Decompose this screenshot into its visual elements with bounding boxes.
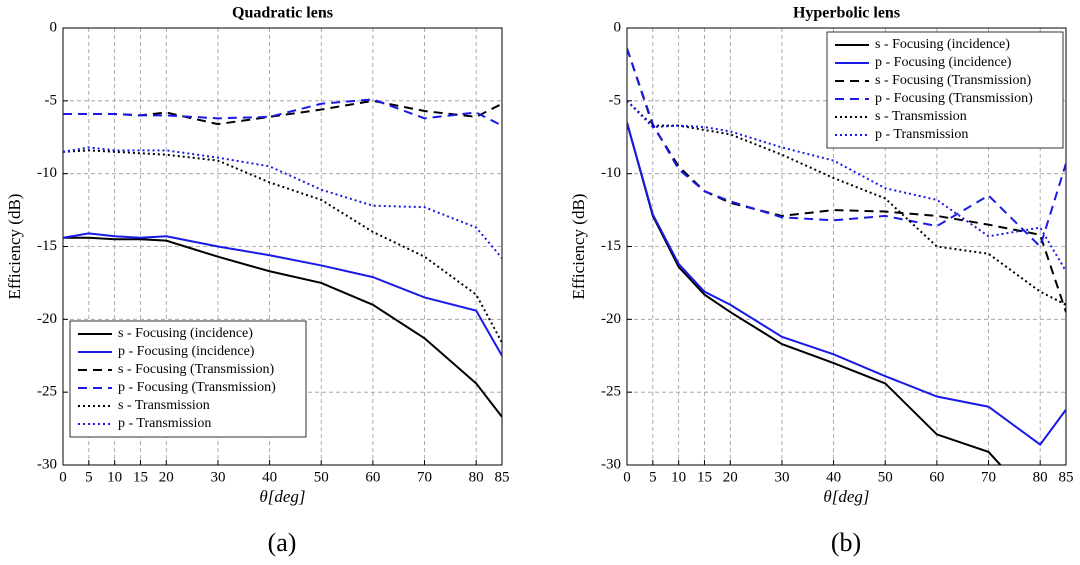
x-tick-label: 85 (1059, 469, 1074, 485)
y-tick-label: -20 (601, 311, 621, 327)
series-line (627, 100, 1066, 272)
y-tick-label: -10 (37, 165, 57, 181)
x-tick-label: 15 (697, 469, 712, 485)
series-line (627, 48, 1066, 249)
y-tick-label: -15 (37, 238, 57, 254)
chart: Quadratic lens θ[deg] Efficiency (dB) (a) 0 5… (5, 5, 510, 557)
series-line (627, 48, 1066, 313)
series-line (627, 122, 1066, 447)
y-tick-label: 0 (614, 19, 622, 35)
legend: s - Focusing (incidence) p - Focusing (in… (69, 320, 307, 438)
x-tick-label: 70 (417, 469, 432, 485)
series-line (627, 100, 1066, 306)
series-line (63, 146, 502, 259)
legend-label: p - Focusing (Transmission) (118, 380, 276, 395)
chart-title: Hyperbolic lens (793, 5, 900, 22)
y-tick-label: -30 (37, 456, 57, 472)
legend-label: p - Transmission (118, 416, 211, 431)
legend: s - Focusing (incidence) p - Focusing (in… (826, 31, 1064, 149)
series-line (63, 236, 502, 418)
x-axis-label: θ[deg] (823, 487, 869, 506)
legend-label: p - Focusing (Transmission) (875, 91, 1033, 106)
x-axis-label: θ[deg] (259, 487, 305, 506)
legend-label: s - Focusing (Transmission) (875, 73, 1032, 88)
series-line (63, 98, 502, 127)
y-tick-label: -25 (601, 384, 621, 400)
y-tick-label: -20 (37, 311, 57, 327)
y-tick-label: -5 (45, 92, 58, 108)
x-tick-label: 0 (59, 469, 67, 485)
legend-label: s - Focusing (incidence) (118, 326, 253, 341)
x-tick-label: 10 (107, 469, 122, 485)
x-tick-label: 70 (981, 469, 996, 485)
y-tick-label: -5 (609, 92, 622, 108)
x-tick-label: 60 (929, 469, 944, 485)
legend-label: p - Transmission (875, 127, 968, 142)
x-tick-label: 15 (133, 469, 148, 485)
plot-frame (62, 27, 503, 466)
x-tick-label: 80 (469, 469, 484, 485)
series-line (63, 232, 502, 357)
series-line (63, 99, 502, 126)
x-tick-label: 40 (826, 469, 841, 485)
y-axis-label: Efficiency (dB) (569, 194, 588, 300)
x-tick-label: 5 (85, 469, 93, 485)
x-tick-label: 30 (774, 469, 789, 485)
caption: (b) (831, 528, 861, 557)
legend-box (826, 31, 1064, 149)
legend-label: s - Focusing (incidence) (875, 37, 1010, 52)
y-tick-label: -15 (601, 238, 621, 254)
x-tick-label: 10 (671, 469, 686, 485)
x-tick-label: 40 (262, 469, 277, 485)
legend-label: p - Focusing (incidence) (875, 55, 1012, 70)
y-tick-label: 0 (50, 19, 58, 35)
legend-label: s - Transmission (875, 109, 967, 124)
x-tick-label: 60 (365, 469, 380, 485)
x-tick-label: 30 (210, 469, 225, 485)
chart: Hyperbolic lens θ[deg] Efficiency (dB) (b) 0… (569, 5, 1074, 557)
legend-label: s - Focusing (Transmission) (118, 362, 275, 377)
y-axis-label: Efficiency (dB) (5, 194, 24, 300)
y-tick-label: -10 (601, 165, 621, 181)
plot-frame (626, 27, 1067, 466)
x-tick-label: 50 (314, 469, 329, 485)
x-tick-label: 5 (649, 469, 657, 485)
legend-label: p - Focusing (incidence) (118, 344, 255, 359)
x-tick-label: 0 (623, 469, 631, 485)
x-tick-label: 80 (1033, 469, 1048, 485)
caption: (a) (268, 528, 297, 557)
x-tick-label: 20 (723, 469, 738, 485)
x-tick-label: 85 (495, 469, 510, 485)
chart-title: Quadratic lens (232, 5, 333, 22)
y-tick-label: -30 (601, 456, 621, 472)
series-line (627, 122, 1002, 465)
x-tick-label: 20 (159, 469, 174, 485)
legend-box (69, 320, 307, 438)
legend-label: s - Transmission (118, 398, 210, 413)
x-tick-label: 50 (878, 469, 893, 485)
y-tick-label: -25 (37, 384, 57, 400)
